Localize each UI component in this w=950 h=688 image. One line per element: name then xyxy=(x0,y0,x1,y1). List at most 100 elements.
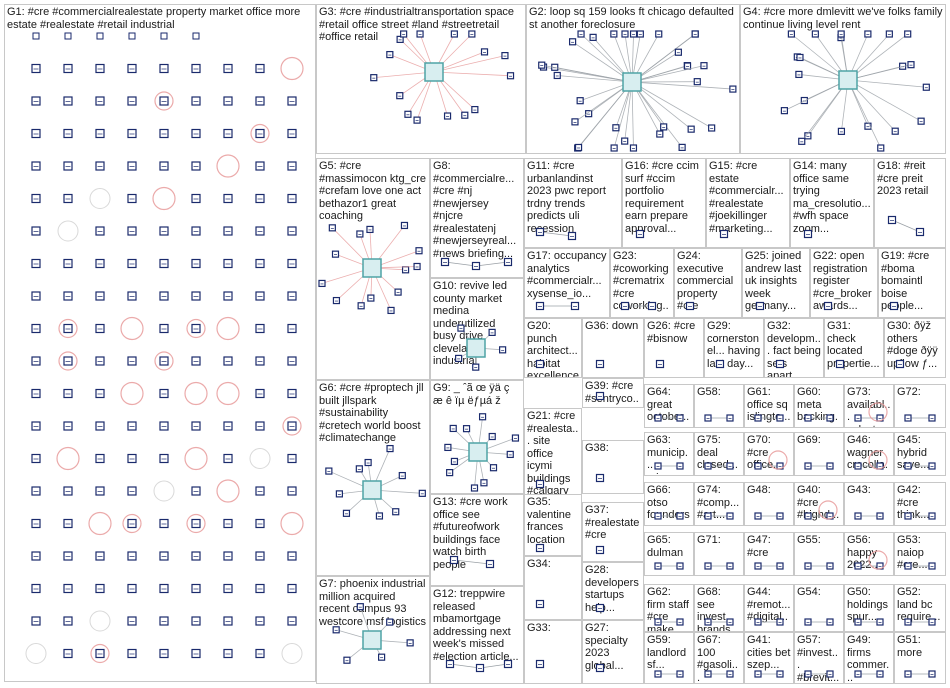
node-g2 xyxy=(678,143,686,151)
group-cell-g66: G66: otso founders xyxy=(644,482,694,526)
node-g47 xyxy=(754,562,762,570)
group-label: G9: _ ˆã œ ÿä ç æ ê ïµ ëƒµá ž xyxy=(433,382,513,407)
group-cell-g3: G3: #cre #industrialtransportation space… xyxy=(316,4,526,154)
node-g42 xyxy=(904,512,912,520)
node-g1 xyxy=(95,226,105,236)
node-g2 xyxy=(655,30,663,38)
group-cell-g24: G24: executive commercial property #cre xyxy=(674,248,742,318)
node-g3 xyxy=(443,112,452,120)
group-cell-g73: G73: availabl... select... xyxy=(844,384,894,428)
node-g41 xyxy=(754,670,762,678)
node-g60 xyxy=(826,414,834,422)
group-label: G30: ðÿž others #doge ðÿÿ upflow ƒ... xyxy=(887,320,941,370)
node-g51 xyxy=(928,670,936,678)
group-label: G48: xyxy=(747,484,771,496)
node-g75 xyxy=(704,462,712,470)
node-g46 xyxy=(854,462,862,470)
group-label: G15: #cre estate #commercialr... #reales… xyxy=(709,160,787,235)
node-g1 xyxy=(255,291,265,301)
edge-g2 xyxy=(631,81,634,149)
node-g10 xyxy=(488,328,496,336)
node-g1 xyxy=(31,291,41,301)
node-g1 xyxy=(287,323,297,334)
node-g1 xyxy=(31,453,41,464)
node-g57 xyxy=(804,670,812,678)
group-cell-g45: G45: hybrid save... xyxy=(894,432,946,476)
group-cell-g43: G43: xyxy=(844,482,894,526)
node-g1 xyxy=(95,453,105,464)
node-g44 xyxy=(754,618,762,626)
node-g1 xyxy=(159,616,169,626)
group-cell-g56: G56: happy 2022... xyxy=(844,532,894,576)
node-g56 xyxy=(854,562,862,570)
node-g1 xyxy=(255,356,265,366)
self-loop-g1 xyxy=(57,220,79,242)
group-cell-g41: G41: cities bet szep... xyxy=(744,632,794,684)
group-cell-g49: G49: firms commer... xyxy=(844,632,894,684)
node-g1 xyxy=(95,258,105,269)
node-g72 xyxy=(904,414,912,422)
node-g6 xyxy=(355,465,363,473)
node-g4 xyxy=(837,30,845,38)
node-g3 xyxy=(396,92,404,100)
node-g4 xyxy=(780,107,788,115)
node-g1 xyxy=(255,323,265,334)
node-g6 xyxy=(342,509,351,517)
node-g1 xyxy=(31,193,41,204)
group-label: G50: holdings spur... xyxy=(847,586,892,623)
node-g1 xyxy=(159,291,169,301)
node-g6 xyxy=(418,489,426,497)
node-g54 xyxy=(826,618,834,626)
node-g1 xyxy=(191,551,201,561)
group-cell-g1: G1: #cre #commercialrealestate property … xyxy=(4,4,316,682)
group-cell-g26: G26: #cre #bisnow xyxy=(644,318,704,378)
group-label: G4: #cre more dmlevitt we've folks famil… xyxy=(743,6,946,31)
node-g1 xyxy=(31,551,41,561)
node-g1 xyxy=(31,486,41,496)
node-g1 xyxy=(127,356,137,366)
node-g1 xyxy=(255,128,265,139)
node-g10 xyxy=(455,354,463,363)
node-g3 xyxy=(468,30,476,38)
group-label: G17: occupancy analytics #commercialr...… xyxy=(527,250,610,300)
node-g1 xyxy=(63,388,73,399)
node-g70 xyxy=(754,462,762,470)
group-cell-g53: G53: naiop #cre... xyxy=(894,532,946,576)
node-g1 xyxy=(32,32,40,40)
node-g2 xyxy=(691,30,699,38)
node-g1 xyxy=(191,323,201,334)
group-label: G59: landlord sf... xyxy=(647,634,690,671)
node-g67 xyxy=(726,670,734,678)
node-g4 xyxy=(837,127,846,135)
node-g2 xyxy=(574,143,583,152)
node-g1 xyxy=(191,258,201,269)
node-g15 xyxy=(719,229,729,239)
node-g1 xyxy=(223,258,233,269)
node-g1 xyxy=(159,226,169,236)
node-g1 xyxy=(63,356,73,366)
node-g1 xyxy=(31,518,41,529)
node-g5 xyxy=(401,266,410,274)
edge-g2 xyxy=(631,33,696,83)
node-g45 xyxy=(904,462,912,470)
node-g1 xyxy=(95,551,105,561)
node-g26 xyxy=(655,359,665,369)
node-g61 xyxy=(754,414,762,422)
node-g1 xyxy=(63,648,73,659)
group-cell-g15: G15: #cre estate #commercialr... #reales… xyxy=(706,158,790,248)
node-g10 xyxy=(457,324,465,332)
self-loop-g46 xyxy=(868,450,888,470)
self-loop-g1 xyxy=(186,513,206,534)
hub-node-g5 xyxy=(362,258,382,278)
group-cell-g62: G62: firm staff #cre make... xyxy=(644,584,694,632)
node-g3 xyxy=(400,30,408,38)
hub-node-g3 xyxy=(424,62,444,82)
node-g1 xyxy=(191,616,201,626)
node-g61 xyxy=(776,414,784,422)
node-g1 xyxy=(159,551,169,561)
edge-g4 xyxy=(847,79,882,149)
node-g8 xyxy=(503,257,513,267)
node-g2 xyxy=(577,30,585,38)
edge-g2 xyxy=(572,41,633,83)
node-g7 xyxy=(406,639,414,647)
